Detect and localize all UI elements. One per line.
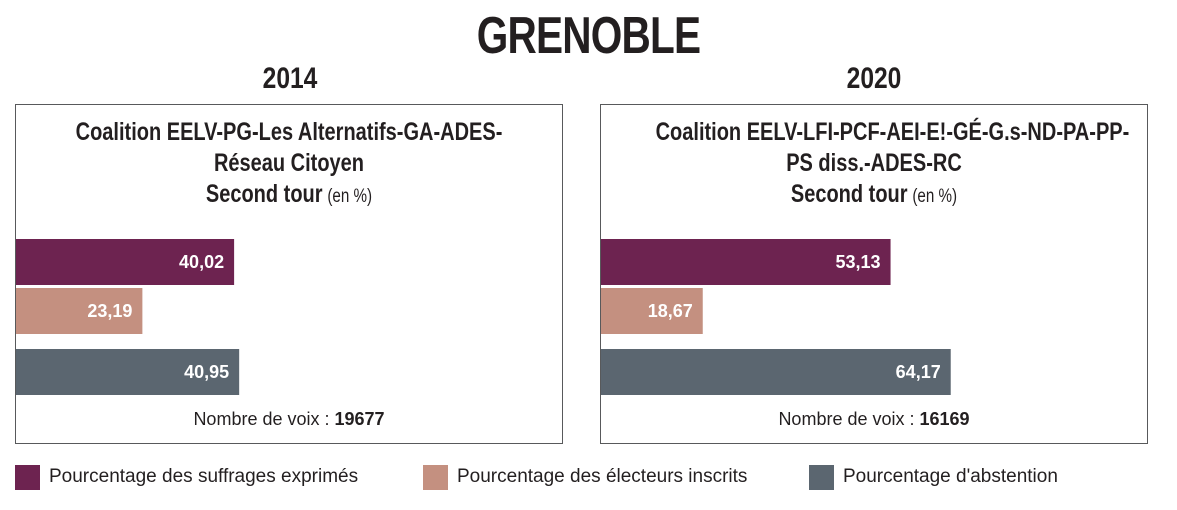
vote-count-value: 19677 [334,409,385,429]
unit-label: (en %) [912,186,958,207]
legend-swatch [15,464,40,490]
bar-value-label: 40,95 [184,362,229,382]
bar-inscrits [16,288,143,334]
legend-item-abstention: Pourcentage d'abstention [809,462,1058,492]
vote-count: Nombre de voix : 19677 [16,409,562,430]
legend-label: Pourcentage d'abstention [843,466,1058,487]
bar-chart: 53,13 18,67 64,17 [601,239,951,395]
vote-count-label: Nombre de voix : [193,409,335,429]
bar-inscrits [601,288,703,334]
year-label-2020: 2020 [846,62,902,95]
chart-title-line: Coalition EELV-PG-Les Alternatifs-GA-ADE… [75,118,503,146]
chart-title-line-subtitle: Second tour (en %) [71,179,508,212]
legend-label: Pourcentage des suffrages exprimés [49,466,359,487]
legend-item-exprimes: Pourcentage des suffrages exprimés [15,462,358,492]
vote-count: Nombre de voix : 16169 [601,409,1147,430]
legend-swatch [423,464,448,490]
bar-value-label: 23,19 [87,301,132,321]
chart-title-line: Coalition EELV-LFI-PCF-AEI-E!-GÉ-G.s-ND-… [655,118,1130,146]
chart-title: Coalition EELV-LFI-PCF-AEI-E!-GÉ-G.s-ND-… [601,117,1147,212]
bar-abstention [16,349,240,395]
page-title: GRENOBLE [476,7,701,65]
chart-title: Coalition EELV-PG-Les Alternatifs-GA-ADE… [16,117,562,212]
chart-panel-2020: Coalition EELV-LFI-PCF-AEI-E!-GÉ-G.s-ND-… [600,104,1148,444]
chart-subtitle: Second tour [205,180,323,208]
vote-count-label: Nombre de voix : [778,409,920,429]
legend-swatch [809,464,834,490]
vote-count-value: 16169 [919,409,970,429]
bar-exprimes [16,239,235,285]
bar-chart: 40,02 23,19 40,95 [16,239,240,395]
chart-title-line: PS diss.-ADES-RC [786,149,962,177]
bar-value-label: 53,13 [836,252,881,272]
chart-panel-2014: Coalition EELV-PG-Les Alternatifs-GA-ADE… [15,104,563,444]
chart-subtitle: Second tour [790,180,908,208]
unit-label: (en %) [327,186,373,207]
bar-exprimes [601,239,891,285]
bar-abstention [601,349,951,395]
legend-item-inscrits: Pourcentage des électeurs inscrits [423,462,747,492]
chart-title-line: Réseau Citoyen [213,149,365,177]
legend-label: Pourcentage des électeurs inscrits [457,466,748,487]
bar-value-label: 40,02 [179,252,224,272]
bar-value-label: 64,17 [896,362,941,382]
year-label-2014: 2014 [262,62,318,95]
bar-value-label: 18,67 [648,301,693,321]
chart-title-line-subtitle: Second tour (en %) [656,179,1093,212]
